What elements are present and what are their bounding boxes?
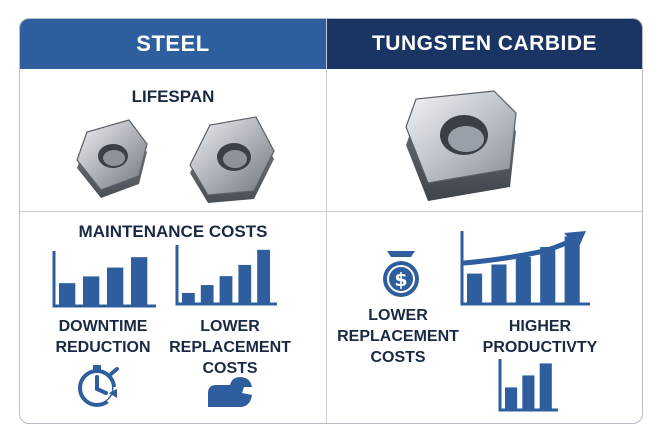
bar bbox=[238, 264, 252, 303]
bar-chart-axis bbox=[460, 231, 590, 306]
carbide-replacement-line-2: REPLACEMENT bbox=[337, 328, 459, 345]
downtime-label-line-1: DOWNTIME bbox=[58, 318, 148, 335]
carbide-lower-replacement-label: LOWER REPLACEMENT COSTS bbox=[328, 305, 468, 368]
trend-arrow-icon bbox=[461, 231, 586, 266]
bar bbox=[59, 283, 76, 305]
comparison-card: STEEL TUNGSTEN CARBIDE LIFESPAN bbox=[19, 18, 643, 424]
bar bbox=[200, 285, 214, 303]
bar bbox=[540, 247, 556, 303]
steel-replacement-line-1: LOWER bbox=[200, 318, 260, 335]
carbide-insert-icon bbox=[405, 90, 517, 201]
bar bbox=[107, 267, 124, 305]
bar bbox=[522, 375, 535, 409]
carbide-replacement-line-3: COSTS bbox=[370, 349, 426, 366]
bar bbox=[182, 292, 195, 303]
bar-chart-axis bbox=[175, 245, 277, 306]
bar-chart-axis bbox=[498, 359, 558, 412]
steel-header: STEEL bbox=[20, 19, 326, 69]
higher-productivity-label: HIGHER PRODUCTIVTY bbox=[470, 316, 610, 358]
steel-replacement-line-2: REPLACEMENT bbox=[169, 339, 291, 356]
bar bbox=[131, 257, 148, 305]
downtime-reduction-label: DOWNTIME REDUCTION bbox=[38, 316, 168, 358]
bar bbox=[219, 276, 233, 303]
bar bbox=[515, 256, 531, 303]
carbide-header: TUNGSTEN CARBIDE bbox=[327, 19, 642, 69]
bar bbox=[564, 236, 580, 303]
row-divider bbox=[20, 211, 642, 212]
bar bbox=[257, 249, 270, 303]
downtime-bar-chart-icon bbox=[52, 251, 156, 308]
steel-insert-square-icon bbox=[189, 116, 275, 203]
bar bbox=[505, 387, 518, 409]
wrench-icon bbox=[208, 377, 252, 407]
productivity-line-2: PRODUCTIVTY bbox=[482, 339, 598, 356]
small-bar-chart-icon bbox=[498, 359, 558, 412]
maintenance-costs-label: MAINTENANCE COSTS bbox=[78, 222, 268, 241]
bar-chart-axis bbox=[52, 251, 156, 308]
steel-lower-replacement-label: LOWER REPLACEMENT COSTS bbox=[160, 316, 300, 379]
stopwatch-icon bbox=[78, 365, 119, 407]
lifespan-label: LIFESPAN bbox=[131, 87, 215, 106]
bar bbox=[83, 276, 100, 305]
bar bbox=[539, 363, 552, 409]
productivity-line-1: HIGHER bbox=[508, 318, 572, 335]
bar bbox=[467, 273, 483, 303]
carbide-replacement-line-1: LOWER bbox=[368, 307, 428, 324]
productivity-bar-chart-icon bbox=[460, 231, 590, 306]
bar bbox=[491, 264, 507, 303]
steel-insert-round-icon bbox=[76, 119, 148, 198]
replacement-bar-chart-icon bbox=[175, 245, 277, 306]
dollar-badge-icon: $ bbox=[383, 251, 419, 297]
column-divider bbox=[326, 19, 327, 423]
steel-replacement-line-3: COSTS bbox=[202, 360, 258, 377]
svg-text:$: $ bbox=[394, 269, 407, 291]
downtime-label-line-2: REDUCTION bbox=[55, 339, 151, 356]
